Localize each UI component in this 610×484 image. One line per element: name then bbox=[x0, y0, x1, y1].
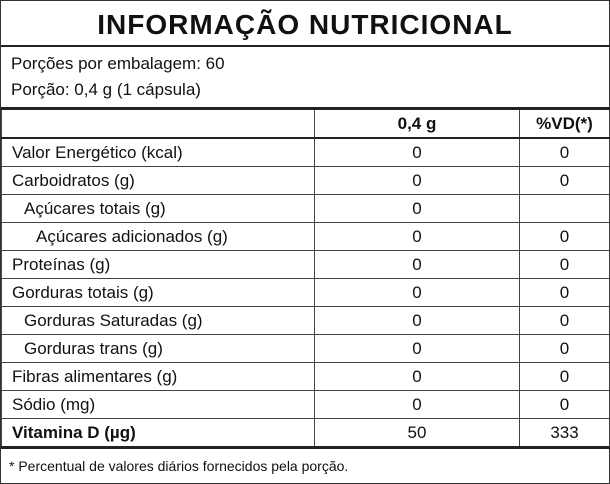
nutrient-row: Carboidratos (g) 0 0 bbox=[1, 166, 610, 195]
daily-value bbox=[519, 194, 610, 223]
amount: 0 bbox=[314, 194, 520, 223]
nutrient-row: Vitamina D (µg) 50 333 bbox=[1, 418, 610, 449]
amount: 0 bbox=[314, 250, 520, 279]
title: INFORMAÇÃO NUTRICIONAL bbox=[1, 1, 609, 47]
nutrient-name: Açúcares adicionados (g) bbox=[1, 222, 315, 251]
daily-value: 0 bbox=[519, 250, 610, 279]
nutrient-name: Carboidratos (g) bbox=[1, 166, 315, 195]
nutrient-name: Gorduras trans (g) bbox=[1, 334, 315, 363]
footnote: * Percentual de valores diários fornecid… bbox=[9, 458, 349, 474]
daily-value: 0 bbox=[519, 362, 610, 391]
amount: 50 bbox=[314, 418, 520, 449]
nutrient-name: Açúcares totais (g) bbox=[1, 194, 315, 223]
amount: 0 bbox=[314, 137, 520, 167]
daily-value: 0 bbox=[519, 306, 610, 335]
servings-per-pack: Porções por embalagem: 60 bbox=[11, 54, 225, 73]
daily-value: 0 bbox=[519, 166, 610, 195]
nutrient-name: Vitamina D (µg) bbox=[1, 418, 315, 449]
amount: 0 bbox=[314, 222, 520, 251]
servings: Porções por embalagem: 60 Porção: 0,4 g … bbox=[1, 47, 609, 107]
nutrient-name: Proteínas (g) bbox=[1, 250, 315, 279]
nutrient-row: Gorduras totais (g) 0 0 bbox=[1, 278, 610, 307]
daily-value: 333 bbox=[519, 418, 610, 449]
nutrient-row: Fibras alimentares (g) 0 0 bbox=[1, 362, 610, 391]
header-cell: %VD(*) bbox=[519, 107, 610, 139]
nutrient-row: Sódio (mg) 0 0 bbox=[1, 390, 610, 419]
nutrient-name: Sódio (mg) bbox=[1, 390, 315, 419]
nutrient-row: Açúcares totais (g) 0 bbox=[1, 194, 610, 223]
serving-size: Porção: 0,4 g (1 cápsula) bbox=[11, 80, 201, 99]
daily-value: 0 bbox=[519, 137, 610, 167]
header-cell: 0,4 g bbox=[314, 107, 520, 139]
amount: 0 bbox=[314, 278, 520, 307]
daily-value: 0 bbox=[519, 390, 610, 419]
daily-value: 0 bbox=[519, 278, 610, 307]
header-cell bbox=[1, 107, 315, 139]
daily-value: 0 bbox=[519, 334, 610, 363]
nutrient-name: Gorduras totais (g) bbox=[1, 278, 315, 307]
nutrient-name: Gorduras Saturadas (g) bbox=[1, 306, 315, 335]
nutrition-table: 0,4 g %VD(*) Valor Energético (kcal) 0 0 Ca… bbox=[1, 107, 610, 449]
daily-value: 0 bbox=[519, 222, 610, 251]
nutrient-row: Valor Energético (kcal) 0 0 bbox=[1, 137, 610, 167]
amount: 0 bbox=[314, 334, 520, 363]
nutrient-name: Fibras alimentares (g) bbox=[1, 362, 315, 391]
nutrient-name: Valor Energético (kcal) bbox=[1, 137, 315, 167]
amount: 0 bbox=[314, 390, 520, 419]
header-row: 0,4 g %VD(*) bbox=[1, 107, 610, 139]
nutrient-row: Açúcares adicionados (g) 0 0 bbox=[1, 222, 610, 251]
amount: 0 bbox=[314, 362, 520, 391]
amount: 0 bbox=[314, 306, 520, 335]
nutrient-row: Gorduras Saturadas (g) 0 0 bbox=[1, 306, 610, 335]
nutrient-row: Proteínas (g) 0 0 bbox=[1, 250, 610, 279]
nutrient-row: Gorduras trans (g) 0 0 bbox=[1, 334, 610, 363]
amount: 0 bbox=[314, 166, 520, 195]
